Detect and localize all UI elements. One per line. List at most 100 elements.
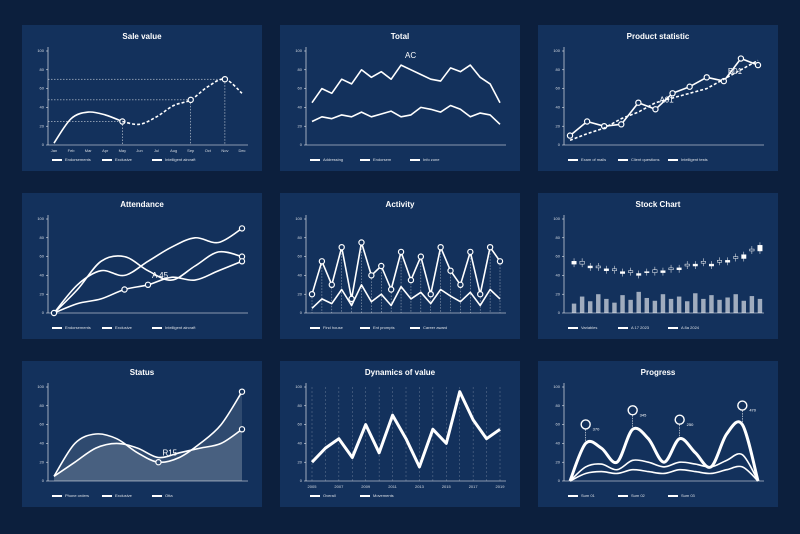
legend-label: Exclusive [115,325,133,330]
legend-label: Find house [323,325,344,330]
chart-title: Progress [641,368,676,377]
x-tick-label: Aug [170,148,177,153]
legend-label: Career award [423,325,447,330]
y-tick-label: 40 [40,272,45,277]
x-tick-label: 2017 [469,484,479,489]
chart-title: Sale value [122,32,162,41]
series-line [53,428,243,477]
x-tick-label: 2013 [415,484,425,489]
volume-bar [587,301,593,313]
y-tick-label: 0 [300,310,303,315]
candle-body [741,254,747,259]
panel [538,193,778,339]
x-tick-label: Oct [205,148,212,153]
y-tick-label: 0 [42,478,45,483]
point-marker [238,388,246,395]
volume-bar [620,295,625,313]
volume-bar [676,296,682,313]
point-marker [358,239,365,246]
point-marker [378,262,385,270]
y-tick-label: 100 [37,384,44,389]
legend-label: Endorsements [65,325,91,330]
volume-bar [749,296,755,313]
candle-body [595,265,601,269]
series-line [311,284,501,309]
y-tick-label: 100 [295,384,302,389]
x-tick-label: Jul [154,148,159,153]
volume-bar [571,303,577,313]
y-tick-label: 0 [558,310,561,315]
chart-title: Product statistic [627,32,690,41]
panel [280,25,520,171]
candle-body [725,260,731,263]
volume-bar [733,294,738,313]
point-marker [467,248,474,256]
point-marker [635,99,642,106]
x-tick-label: Feb [68,148,76,153]
x-tick-label: Dec [238,148,245,153]
point-marker [328,281,335,288]
annotation: A 45 [152,271,169,280]
annotation: 370 [593,426,600,431]
series-line [122,78,243,126]
volume-bar [612,302,617,313]
candle-body [708,263,714,267]
legend-label: Exclusive [115,493,133,498]
pin-head [627,405,638,416]
y-tick-label: 100 [553,216,560,221]
series-line [311,104,501,125]
legend-label: Addressing [323,157,343,162]
x-tick-label: Apr [102,148,109,153]
legend-label: Endorsements [65,157,91,162]
point-marker [583,118,591,125]
annotation: R15 [162,448,177,457]
candle-body [676,267,682,271]
panel [538,361,778,507]
point-marker [338,243,345,251]
point-marker [238,258,246,265]
candle-body [603,268,609,271]
y-tick-label: 20 [40,123,45,128]
legend-label: Intelligent tests [681,157,708,162]
series-line [569,465,759,482]
volume-bar [579,296,585,313]
annotation: 470 [749,408,756,413]
y-tick-label: 60 [298,86,303,91]
x-tick-label: 2009 [361,484,371,489]
series-line [311,64,501,104]
y-tick-label: 60 [556,254,561,259]
candle-body [733,256,739,259]
y-tick-label: 20 [40,459,45,464]
volume-bar [644,297,650,313]
chart-title: Status [130,368,155,377]
y-tick-label: 60 [40,86,45,91]
volume-bar [693,293,698,313]
candle-body [692,263,698,267]
legend-label: A 17 2023 [631,325,650,330]
volume-bar [757,298,763,313]
chart-title: Total [391,32,410,41]
point-marker [387,286,395,293]
y-tick-label: 80 [40,67,45,72]
pin-head [737,400,748,411]
y-tick-label: 100 [295,216,302,221]
y-tick-label: 60 [556,422,561,427]
candle-body [644,271,650,273]
legend-label: Sum 02 [631,493,646,498]
x-tick-label: 2011 [388,484,397,489]
point-marker [447,267,454,274]
y-tick-label: 80 [40,403,45,408]
volume-bar [628,299,633,313]
pin-head [580,419,591,430]
point-marker [496,258,504,265]
legend-label: Client questions [631,157,659,162]
y-tick-label: 60 [298,422,303,427]
y-tick-label: 0 [42,310,45,315]
volume-bar [684,301,690,313]
series-line [311,241,501,300]
point-marker [669,90,676,97]
point-marker [221,75,229,83]
y-tick-label: 40 [298,272,303,277]
point-marker [318,258,326,265]
point-marker [397,248,405,256]
